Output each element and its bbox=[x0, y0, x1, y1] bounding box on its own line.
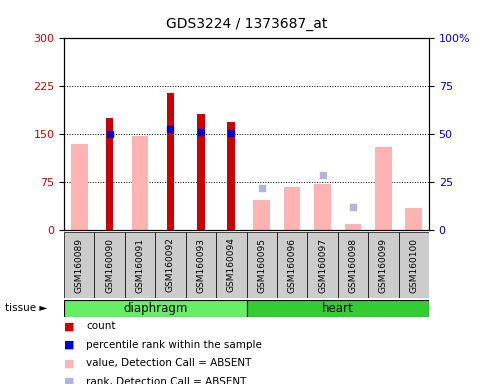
Bar bbox=[398, 232, 429, 298]
Point bbox=[258, 185, 266, 191]
Bar bbox=[132, 136, 148, 230]
Bar bbox=[375, 147, 391, 230]
Text: percentile rank within the sample: percentile rank within the sample bbox=[86, 340, 262, 350]
Text: GSM160094: GSM160094 bbox=[227, 238, 236, 293]
Bar bbox=[197, 114, 205, 230]
Text: GDS3224 / 1373687_at: GDS3224 / 1373687_at bbox=[166, 17, 327, 31]
Bar bbox=[307, 232, 338, 298]
Bar bbox=[71, 144, 88, 230]
Text: heart: heart bbox=[322, 302, 353, 314]
Point bbox=[106, 131, 113, 137]
Text: value, Detection Call = ABSENT: value, Detection Call = ABSENT bbox=[86, 358, 251, 368]
Bar bbox=[227, 122, 235, 230]
Bar bbox=[106, 118, 113, 230]
Point bbox=[349, 204, 357, 210]
Text: GSM160100: GSM160100 bbox=[409, 238, 418, 293]
Bar bbox=[277, 232, 307, 298]
Bar bbox=[368, 232, 398, 298]
Text: GSM160099: GSM160099 bbox=[379, 238, 388, 293]
Text: ■: ■ bbox=[64, 358, 74, 368]
Text: GSM160093: GSM160093 bbox=[196, 238, 206, 293]
Text: GSM160096: GSM160096 bbox=[287, 238, 297, 293]
Point bbox=[167, 126, 175, 132]
Bar bbox=[246, 300, 429, 317]
Bar bbox=[216, 232, 246, 298]
Point bbox=[318, 172, 326, 178]
Bar bbox=[284, 187, 300, 230]
Text: GSM160095: GSM160095 bbox=[257, 238, 266, 293]
Text: tissue ►: tissue ► bbox=[5, 303, 47, 313]
Bar bbox=[314, 184, 331, 230]
Text: GSM160089: GSM160089 bbox=[75, 238, 84, 293]
Bar bbox=[64, 232, 95, 298]
Text: count: count bbox=[86, 321, 116, 331]
Bar bbox=[64, 300, 246, 317]
Bar bbox=[167, 93, 175, 230]
Text: ■: ■ bbox=[64, 340, 74, 350]
Bar bbox=[345, 224, 361, 230]
Text: diaphragm: diaphragm bbox=[123, 302, 187, 314]
Text: GSM160097: GSM160097 bbox=[318, 238, 327, 293]
Point bbox=[197, 129, 205, 136]
Bar bbox=[338, 232, 368, 298]
Bar bbox=[186, 232, 216, 298]
Bar bbox=[125, 232, 155, 298]
Bar bbox=[246, 232, 277, 298]
Text: GSM160090: GSM160090 bbox=[105, 238, 114, 293]
Text: ■: ■ bbox=[64, 377, 74, 384]
Bar bbox=[405, 208, 422, 230]
Text: GSM160091: GSM160091 bbox=[136, 238, 144, 293]
Bar bbox=[253, 200, 270, 230]
Bar bbox=[95, 232, 125, 298]
Text: GSM160092: GSM160092 bbox=[166, 238, 175, 293]
Text: rank, Detection Call = ABSENT: rank, Detection Call = ABSENT bbox=[86, 377, 246, 384]
Bar bbox=[155, 232, 186, 298]
Text: ■: ■ bbox=[64, 321, 74, 331]
Text: GSM160098: GSM160098 bbox=[349, 238, 357, 293]
Point bbox=[227, 130, 235, 136]
